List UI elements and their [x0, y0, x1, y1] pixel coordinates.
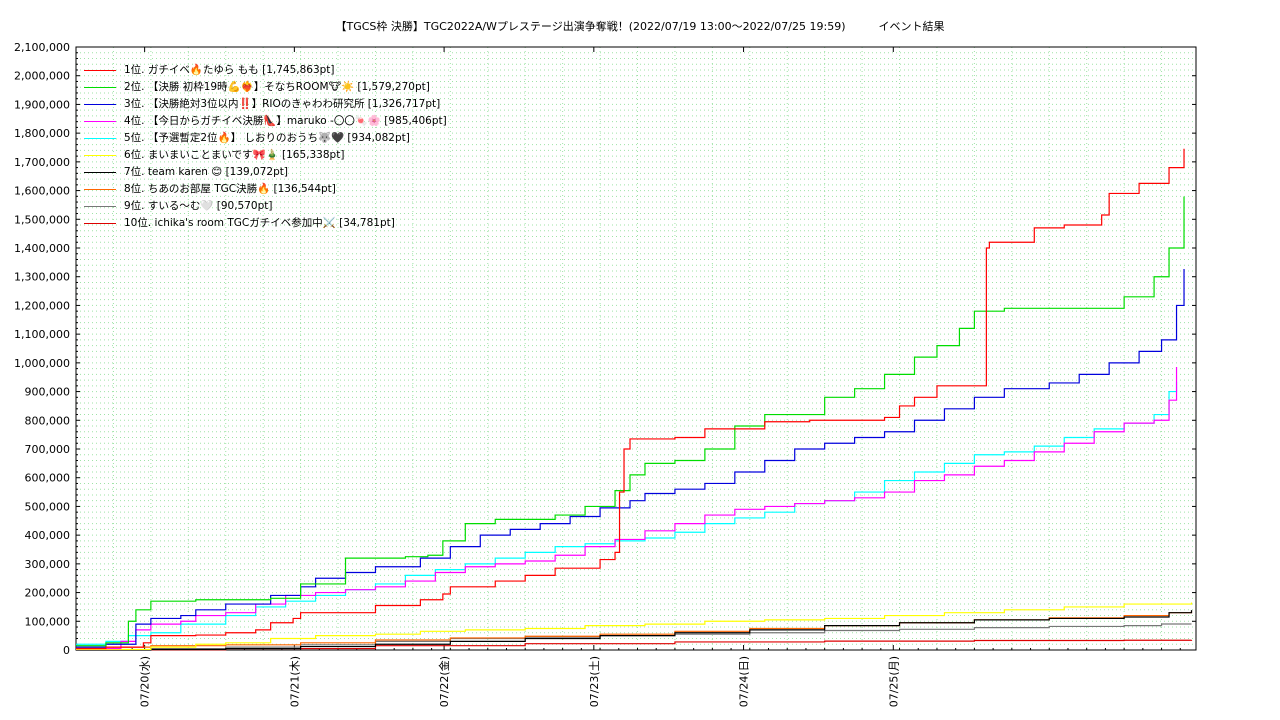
x-tick-label: 07/23(土)	[588, 656, 601, 707]
y-tick-label: 1,800,000	[14, 127, 70, 140]
legend-label: 9位. すいる〜む🤍 [90,570pt]	[124, 200, 273, 212]
y-tick-label: 1,200,000	[14, 299, 70, 312]
series-line	[76, 639, 1193, 651]
legend-swatch	[84, 70, 116, 71]
legend-swatch	[84, 172, 116, 173]
y-tick-label: 1,900,000	[14, 98, 70, 111]
y-tick-label: 2,000,000	[14, 70, 70, 83]
legend-label: 3位. 【決勝絶対3位以内‼️】RIOのきゃわわ研究所 [1,326,717pt…	[124, 98, 441, 110]
series-line	[76, 148, 1185, 650]
y-tick-label: 500,000	[25, 500, 71, 513]
series-line	[76, 610, 1193, 651]
y-tick-label: 1,300,000	[14, 271, 70, 284]
legend-label: 4位. 【今日からガチイベ決勝👠】maruko -〇〇🍬🌸 [985,406pt…	[124, 115, 447, 127]
legend-swatch	[84, 189, 116, 190]
legend-swatch	[84, 206, 116, 207]
legend-swatch	[84, 155, 116, 156]
y-tick-label: 700,000	[25, 443, 71, 456]
chart-title: 【TGCS枠 決勝】TGC2022A/Wプレステージ出演争奪戦！(2022/07…	[335, 20, 945, 33]
legend-item: 1位. ガチイベ🔥たゆら もも [1,745,863pt]	[84, 62, 447, 79]
series-line	[76, 269, 1185, 648]
legend-item: 5位. 【予選暫定2位🔥】 しおりのおうち🐺🖤 [934,082pt]	[84, 130, 447, 147]
y-tick-label: 900,000	[25, 386, 71, 399]
legend-swatch	[84, 87, 116, 88]
legend-swatch	[84, 104, 116, 105]
y-tick-label: 1,600,000	[14, 185, 70, 198]
series-line	[76, 602, 1193, 651]
y-tick-label: 1,100,000	[14, 328, 70, 341]
legend-label: 8位. ちあのお部屋 TGC決勝🔥 [136,544pt]	[124, 183, 336, 195]
series-line	[76, 367, 1178, 650]
y-tick-label: 1,500,000	[14, 213, 70, 226]
y-tick-label: 600,000	[25, 472, 71, 485]
legend-item: 6位. まいまいことまいです🎀🎍 [165,338pt]	[84, 147, 447, 164]
series-line	[76, 623, 1192, 651]
y-tick-label: 800,000	[25, 414, 71, 427]
series-line	[76, 381, 1178, 645]
chart-legend: 1位. ガチイベ🔥たゆら もも [1,745,863pt] 2位. 【決勝 初枠1…	[84, 62, 447, 232]
legend-item: 10位. ichika's room TGCガチイベ参加中⚔️ [34,781p…	[84, 215, 447, 232]
y-tick-label: 1,700,000	[14, 156, 70, 169]
series-line	[76, 610, 1193, 648]
y-tick-label: 200,000	[25, 587, 71, 600]
plot-frame	[75, 46, 1197, 651]
y-tick-label: 300,000	[25, 558, 71, 571]
legend-swatch	[84, 138, 116, 139]
legend-label: 2位. 【決勝 初枠19時💪❤️‍🔥】そなちROOM🐮☀️ [1,579,270…	[124, 81, 430, 93]
legend-item: 3位. 【決勝絶対3位以内‼️】RIOのきゃわわ研究所 [1,326,717pt…	[84, 96, 447, 113]
legend-item: 7位. team karen 😊 [139,072pt]	[84, 164, 447, 181]
y-tick-label: 0	[63, 644, 70, 657]
legend-item: 8位. ちあのお部屋 TGC決勝🔥 [136,544pt]	[84, 181, 447, 198]
x-tick-label: 07/25(月)	[887, 656, 900, 707]
legend-label: 1位. ガチイベ🔥たゆら もも [1,745,863pt]	[124, 64, 335, 76]
legend-item: 4位. 【今日からガチイベ決勝👠】maruko -〇〇🍬🌸 [985,406pt…	[84, 113, 447, 130]
y-tick-label: 2,100,000	[14, 41, 70, 54]
legend-label: 6位. まいまいことまいです🎀🎍 [165,338pt]	[124, 149, 345, 161]
y-tick-label: 100,000	[25, 615, 71, 628]
y-tick-label: 1,400,000	[14, 242, 70, 255]
legend-swatch	[84, 223, 116, 224]
series-line	[76, 196, 1185, 647]
legend-item: 9位. すいる〜む🤍 [90,570pt]	[84, 198, 447, 215]
x-tick-label: 07/21(木)	[288, 656, 301, 707]
x-tick-label: 07/24(日)	[738, 656, 751, 707]
x-tick-label: 07/20(水)	[139, 656, 152, 707]
legend-label: 5位. 【予選暫定2位🔥】 しおりのおうち🐺🖤 [934,082pt]	[124, 132, 410, 144]
legend-swatch	[84, 121, 116, 122]
y-tick-label: 1,000,000	[14, 357, 70, 370]
x-tick-label: 07/22(金)	[437, 656, 451, 707]
y-tick-label: 400,000	[25, 529, 71, 542]
legend-label: 7位. team karen 😊 [139,072pt]	[124, 166, 288, 178]
legend-item: 2位. 【決勝 初枠19時💪❤️‍🔥】そなちROOM🐮☀️ [1,579,270…	[84, 79, 447, 96]
legend-label: 10位. ichika's room TGCガチイベ参加中⚔️ [34,781p…	[124, 217, 395, 229]
